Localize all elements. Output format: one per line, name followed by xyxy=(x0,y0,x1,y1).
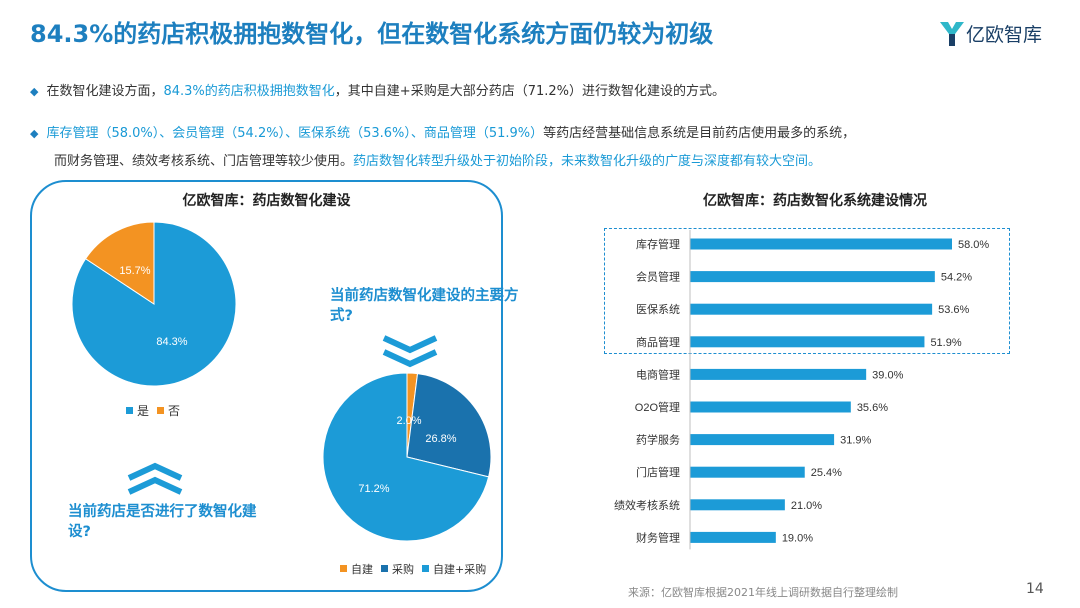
bar-9 xyxy=(690,531,776,543)
page-number: 14 xyxy=(1026,581,1044,597)
legend-swatch xyxy=(157,407,165,414)
bar-value-label: 39.0% xyxy=(872,369,903,381)
legend-item-2: 自建+采购 xyxy=(422,563,486,576)
legend-swatch xyxy=(340,565,347,572)
bar-category-label: 财务管理 xyxy=(636,530,680,544)
bar-5 xyxy=(690,401,851,413)
question-adoption: 当前药店是否进行了数智化建设? xyxy=(68,504,257,540)
chevron-up-icon xyxy=(127,462,183,495)
page-title: 84.3%的药店积极拥抱数智化，但在数智化系统方面仍较为初级 xyxy=(30,20,714,48)
pie-slice-2 xyxy=(322,372,490,542)
right-panel-title: 亿欧智库：药店数智化系统建设情况 xyxy=(703,193,927,209)
legend-item-0: 自建 xyxy=(340,563,373,576)
bar-category-label: 商品管理 xyxy=(636,335,680,349)
pie-chart-method: 2.0% 26.8% 71.2% xyxy=(322,372,492,542)
bar-category-label: 库存管理 xyxy=(636,237,680,251)
pie-value-label-1: 26.8% xyxy=(425,433,456,445)
pie2-legend: 自建 采购 自建+采购 xyxy=(340,561,494,577)
bullet-2-text: 等药店经营基础信息系统是目前药店使用最多的系统， xyxy=(543,126,856,141)
legend-swatch xyxy=(422,565,429,572)
bar-value-label: 25.4% xyxy=(811,467,842,479)
legend-item-0: 是 xyxy=(126,404,149,418)
question-method: 当前药店数智化建设的主要方式? xyxy=(330,288,519,324)
legend-item-1: 否 xyxy=(157,404,180,418)
brand-logo xyxy=(940,22,964,46)
bar-category-label: 药学服务 xyxy=(636,433,680,447)
diamond-bullet-icon: ◆ xyxy=(30,127,39,140)
pie-value-label-2: 71.2% xyxy=(358,483,389,495)
legend-label: 是 xyxy=(137,404,150,418)
bar-category-label: 电商管理 xyxy=(636,367,680,381)
bar-category-label: 绩效考核系统 xyxy=(614,498,680,512)
pie1-legend: 是否 xyxy=(126,402,188,419)
highlight-box xyxy=(604,228,1010,354)
pie-slice-1 xyxy=(406,373,492,478)
bar-category-label: 门店管理 xyxy=(636,465,680,479)
bar-6 xyxy=(690,434,835,446)
legend-swatch xyxy=(381,565,388,572)
bar-4 xyxy=(690,368,867,380)
legend-label: 自建 xyxy=(351,563,373,576)
bullet-2: ◆ 库存管理（58.0%）、会员管理（54.2%）、医保系统（53.6%）、商品管… xyxy=(30,122,855,141)
logo-mark-icon xyxy=(940,22,964,46)
bar-0 xyxy=(690,238,952,250)
bar-value-label: 31.9% xyxy=(840,435,871,447)
bullet-1-text: 在数智化建设方面， xyxy=(46,84,164,99)
brand-name: 亿欧智库 xyxy=(966,24,1043,46)
bar-category-label: 医保系统 xyxy=(636,302,680,316)
pie-value-label-1: 15.7% xyxy=(119,265,150,277)
bullet-1-text-end: ，其中自建+采购是大部分药店（71.2%）进行数智化建设的方式。 xyxy=(334,84,725,99)
left-panel-frame xyxy=(30,180,503,592)
bar-value-label: 21.0% xyxy=(791,500,822,512)
source-note: 来源：亿欧智库根据2021年线上调研数据自行整理绘制 xyxy=(628,586,898,599)
legend-item-1: 采购 xyxy=(381,563,414,576)
legend-swatch xyxy=(126,407,133,414)
bar-category-label: 会员管理 xyxy=(636,270,680,284)
bullet-2-line-2: 而财务管理、绩效考核系统、门店管理等较少使用。药店数智化转型升级处于初始阶段，未… xyxy=(54,150,821,169)
chevron-down-icon xyxy=(382,335,438,368)
bullet-1-highlight: 84.3%的药店积极拥抱数智化 xyxy=(163,84,335,99)
diamond-bullet-icon: ◆ xyxy=(30,85,39,98)
bar-1 xyxy=(690,271,935,283)
bullet-2-line-2-highlight: 药店数智化转型升级处于初始阶段，未来数智化升级的广度与深度都有较大空间。 xyxy=(353,154,822,169)
bullet-2-highlight: 库存管理（58.0%）、会员管理（54.2%）、医保系统（53.6%）、商品管理… xyxy=(46,126,544,141)
bar-category-label: O2O管理 xyxy=(635,400,680,414)
bar-8 xyxy=(690,499,785,511)
pie-value-label-0: 84.3% xyxy=(156,336,187,348)
pie-slice-1 xyxy=(84,221,155,305)
bar-value-label: 53.6% xyxy=(938,304,969,316)
bar-value-label: 35.6% xyxy=(857,402,888,414)
bar-value-label: 54.2% xyxy=(941,272,972,284)
pie-chart-adoption: 84.3% 15.7% xyxy=(71,221,237,387)
left-panel-title: 亿欧智库：药店数智化建设 xyxy=(182,193,351,209)
pie-value-label-0: 2.0% xyxy=(396,415,421,427)
legend-label: 否 xyxy=(168,404,181,418)
bar-7 xyxy=(690,466,805,478)
legend-label: 采购 xyxy=(392,563,414,576)
bar-value-label: 58.0% xyxy=(958,239,989,251)
bar-value-label: 19.0% xyxy=(782,532,813,544)
bar-2 xyxy=(690,303,933,315)
legend-label: 自建+采购 xyxy=(433,563,487,576)
bullet-1: ◆ 在数智化建设方面，84.3%的药店积极拥抱数智化，其中自建+采购是大部分药店（… xyxy=(30,80,725,99)
bar-3 xyxy=(690,336,925,348)
bullet-2-line-2-text: 而财务管理、绩效考核系统、门店管理等较少使用。 xyxy=(54,154,354,169)
bar-value-label: 51.9% xyxy=(930,337,961,349)
